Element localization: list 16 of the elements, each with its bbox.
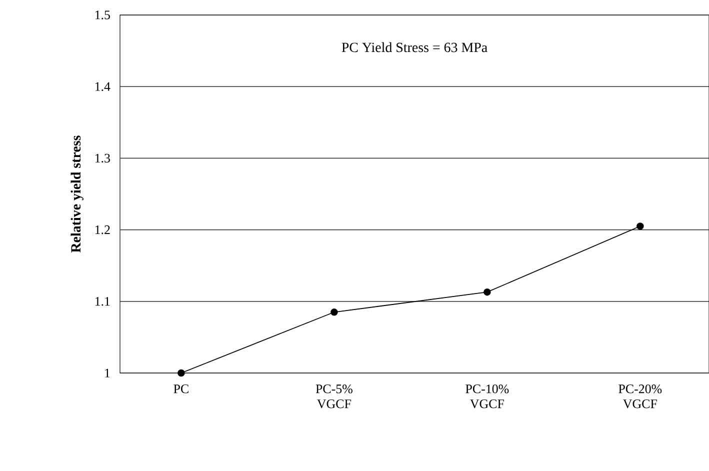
y-tick-label: 1.2 xyxy=(95,225,110,234)
point xyxy=(484,288,491,296)
point xyxy=(330,308,338,316)
x-tick-label: PC-5% VGCF xyxy=(316,384,352,408)
y-tick-label: 1.4 xyxy=(95,82,110,91)
x-tick-label: PC xyxy=(174,384,188,394)
point xyxy=(178,369,185,377)
y-tick-label: 1 xyxy=(105,368,110,378)
point xyxy=(636,222,644,230)
y-tick-label: 1.3 xyxy=(95,154,110,163)
x-tick-label: PC-20% VGCF xyxy=(618,384,662,408)
annotation: PC Yield Stress = 63 MPa xyxy=(342,42,488,52)
y-axis-title: Relative yield stress xyxy=(70,136,84,253)
x-tick-label: PC-10% VGCF xyxy=(466,384,509,408)
y-tick-label: 1.5 xyxy=(95,10,110,20)
y-tick-label: 1.1 xyxy=(95,297,110,306)
